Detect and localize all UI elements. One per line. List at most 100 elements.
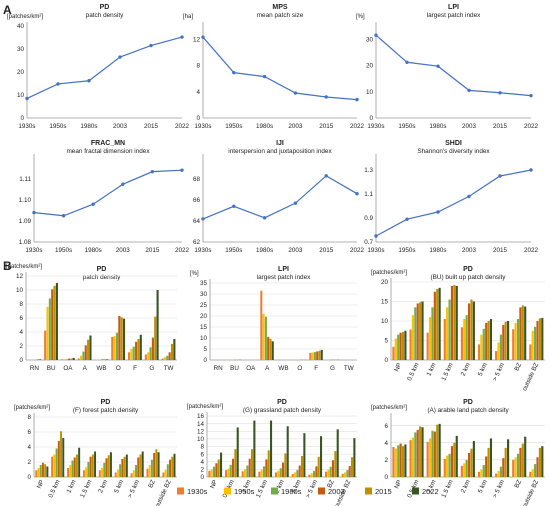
y-tick-label: 0 xyxy=(369,115,373,122)
bar xyxy=(455,285,458,360)
bar xyxy=(416,303,419,360)
bar xyxy=(438,423,441,477)
y-tick-label: 0 xyxy=(200,474,204,481)
bar xyxy=(334,451,337,477)
x-tick-label: BZ xyxy=(513,479,523,489)
bar xyxy=(94,451,97,477)
bar xyxy=(215,463,218,477)
x-tick-label: 1.5 km xyxy=(79,479,93,499)
chart-subtitle: (A) arable land patch density xyxy=(427,407,509,414)
chart-subtitle: (BU) built up patch density xyxy=(431,274,507,281)
bar xyxy=(125,454,128,477)
bar xyxy=(137,457,140,477)
x-tick-label: 1 km xyxy=(425,362,437,377)
bar xyxy=(460,327,463,360)
bar xyxy=(536,457,539,477)
data-point xyxy=(180,168,184,172)
bar xyxy=(421,427,424,477)
bar xyxy=(53,454,56,477)
y-tick-label: 10 xyxy=(17,92,25,99)
y-tick-label: 2 xyxy=(200,467,204,474)
bar xyxy=(269,338,272,360)
x-tick-label: 2003 xyxy=(113,123,128,130)
bar xyxy=(55,283,58,360)
bar xyxy=(122,318,126,360)
bar xyxy=(264,316,267,360)
bar xyxy=(392,447,395,477)
bar xyxy=(325,471,328,477)
bar xyxy=(332,460,335,477)
bar xyxy=(123,456,126,477)
bar xyxy=(75,454,78,477)
y-axis-unit: [ha] xyxy=(183,14,193,20)
bar xyxy=(538,318,541,360)
bar xyxy=(453,285,456,360)
y-tick-label: 0 xyxy=(384,357,388,364)
bar xyxy=(260,469,263,477)
y-tick-label: 0 xyxy=(27,474,31,481)
legend-label: 2003 xyxy=(328,487,345,496)
legend-label: 1950s xyxy=(234,487,255,496)
bar xyxy=(341,473,344,477)
bar xyxy=(153,453,156,477)
chart-subtitle: interspersion and juxtaposition index xyxy=(228,148,332,155)
bar xyxy=(448,453,451,477)
y-tick-label: 0 xyxy=(19,357,23,364)
y-tick-label: 1.3 xyxy=(364,167,373,174)
bar xyxy=(438,287,441,360)
bar xyxy=(155,449,158,477)
chart-title: LPI xyxy=(278,266,289,273)
bar xyxy=(489,319,493,360)
bar xyxy=(98,470,101,477)
y-tick-label: 2 xyxy=(384,457,388,464)
bar xyxy=(507,439,510,477)
data-point xyxy=(324,95,328,99)
y-tick-label: 1.08 xyxy=(19,239,32,246)
bar xyxy=(132,470,135,477)
y-tick-label: 4 xyxy=(384,440,388,447)
bar xyxy=(495,473,498,477)
bar xyxy=(208,470,211,477)
bar xyxy=(516,319,520,360)
x-tick-label: TW xyxy=(164,365,174,372)
bar xyxy=(298,465,301,477)
x-tick-label: BU xyxy=(230,365,239,372)
x-tick-label: 1.5 km xyxy=(255,479,269,499)
y-tick-label: 6 xyxy=(19,315,23,322)
data-point xyxy=(405,217,409,221)
bar xyxy=(62,438,65,477)
bar xyxy=(320,436,323,477)
bar xyxy=(217,459,220,477)
y-tick-label: 10 xyxy=(381,318,389,325)
bar xyxy=(282,462,285,477)
x-tick-label: 1.5 km xyxy=(440,479,454,499)
legend-swatch xyxy=(318,487,325,495)
bar xyxy=(421,301,424,360)
bar xyxy=(428,317,432,360)
bar xyxy=(162,472,165,477)
bar xyxy=(82,470,85,477)
y-tick-label: 20 xyxy=(366,63,374,70)
x-tick-label: 1980s xyxy=(256,247,273,254)
bar xyxy=(502,324,505,360)
bar xyxy=(399,332,402,360)
bar xyxy=(210,469,213,477)
x-tick-label: 1 km xyxy=(65,479,77,494)
bar xyxy=(448,299,451,360)
y-tick-label: 35 xyxy=(200,280,208,287)
series-line xyxy=(202,175,358,220)
x-tick-label: 2015 xyxy=(319,123,334,130)
y-tick-label: 15 xyxy=(200,324,208,331)
legend: 1930s 1950s 1980s 2003 2015 2022 xyxy=(177,487,439,496)
bar xyxy=(431,430,434,477)
bar xyxy=(436,424,439,477)
x-tick-label: 1980s xyxy=(80,123,97,130)
bar xyxy=(534,326,537,360)
bar xyxy=(446,455,449,477)
bar xyxy=(271,341,274,360)
bar xyxy=(472,441,475,477)
bar xyxy=(170,343,174,360)
